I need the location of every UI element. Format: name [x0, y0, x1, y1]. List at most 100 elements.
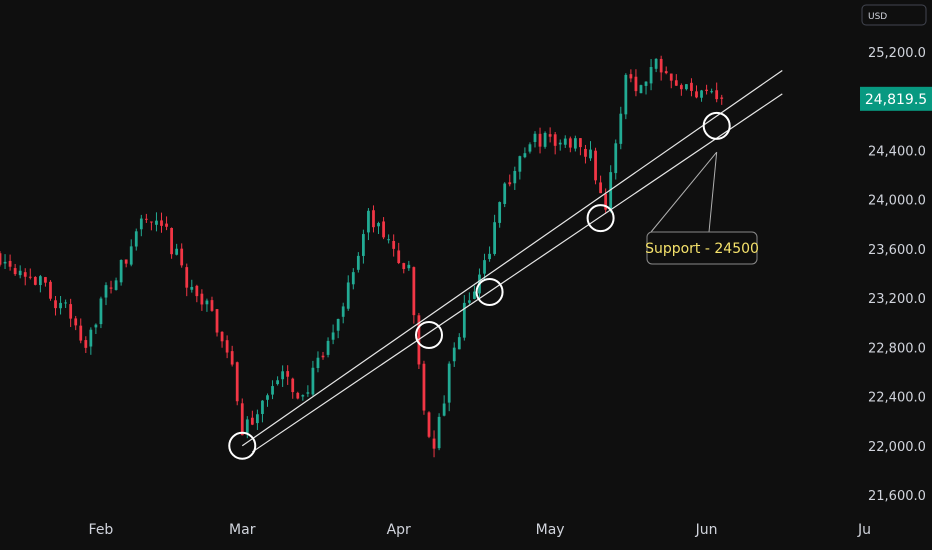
candle	[54, 296, 57, 316]
candle	[160, 212, 163, 233]
x-tick-label: Mar	[229, 522, 256, 538]
candle-body	[372, 210, 375, 228]
touch-point-circle	[228, 431, 257, 460]
candle-body	[306, 392, 310, 394]
candle	[84, 336, 88, 354]
candle-body	[498, 202, 502, 223]
trendline-lower	[252, 93, 783, 453]
candle-body	[538, 133, 542, 147]
candle	[690, 78, 693, 97]
candle	[165, 216, 168, 231]
y-tick-label: 22,000.0	[868, 440, 926, 455]
candle	[195, 284, 199, 303]
candle	[513, 166, 517, 190]
currency-box[interactable]	[861, 4, 927, 26]
x-tick-label: Feb	[89, 522, 114, 538]
candle-body	[245, 419, 249, 433]
candle-body	[629, 74, 633, 79]
candle	[649, 59, 653, 91]
candle	[38, 274, 42, 293]
candle	[139, 214, 143, 237]
candle	[190, 279, 194, 293]
candle	[412, 266, 416, 324]
candle-body	[8, 260, 12, 267]
candle-body	[311, 367, 315, 395]
candle-body	[589, 149, 592, 159]
candle	[442, 395, 446, 417]
candle	[437, 413, 441, 451]
touch-point-circle	[475, 277, 504, 306]
candle	[155, 212, 158, 232]
candle-body	[553, 134, 557, 146]
touch-points-layer	[228, 111, 731, 460]
candle-body	[124, 259, 128, 264]
candle	[659, 55, 663, 81]
candle	[548, 127, 552, 143]
candle-body	[99, 298, 103, 325]
candle	[185, 263, 189, 297]
candle	[407, 260, 411, 271]
candle	[654, 58, 658, 73]
candle	[523, 147, 527, 159]
candle	[447, 361, 451, 412]
candle-body	[432, 438, 436, 449]
candle-body	[669, 73, 673, 81]
candle-body	[155, 220, 158, 225]
last-price-text: 24,819.5	[865, 92, 927, 108]
candle	[387, 234, 391, 244]
candle-body	[225, 340, 229, 353]
candle	[286, 365, 290, 385]
candle-body	[190, 286, 194, 290]
support-annotation[interactable]: Support - 24500	[645, 151, 759, 265]
candle	[205, 298, 209, 312]
candle-body	[579, 138, 582, 148]
candle-body	[150, 221, 153, 223]
candle	[59, 295, 62, 315]
annotation-box	[646, 231, 758, 265]
candle-body	[659, 58, 663, 73]
candle	[220, 331, 224, 348]
candle	[452, 342, 456, 367]
candle-body	[614, 143, 618, 174]
candle	[18, 265, 22, 279]
price-axis[interactable]: USD 25,200.024,800.024,400.024,000.023,6…	[861, 4, 927, 504]
candle	[488, 246, 491, 262]
candle-body	[513, 170, 517, 184]
time-axis[interactable]: Feb Mar Apr May Jun Ju	[89, 522, 871, 538]
candle	[281, 365, 285, 387]
candle	[291, 377, 295, 399]
candle-body	[13, 268, 17, 275]
candle-body	[543, 132, 547, 147]
currency-label: USD	[868, 12, 887, 22]
candle-body	[220, 331, 224, 342]
candle-body	[346, 282, 350, 309]
x-tick-label: Ju	[857, 522, 871, 538]
candle-body	[679, 85, 683, 90]
candle-body	[644, 81, 648, 86]
candle-body	[407, 264, 411, 269]
candle	[170, 227, 173, 259]
candle	[639, 84, 643, 94]
x-tick-label: Jun	[695, 522, 718, 538]
trendlines-layer	[241, 69, 783, 453]
candle-body	[281, 371, 285, 380]
candle	[498, 201, 502, 228]
candle-body	[276, 380, 279, 385]
candle-body	[59, 302, 62, 309]
candle	[685, 84, 688, 91]
candle-body	[387, 239, 391, 241]
candle-body	[563, 138, 567, 145]
candle-body	[215, 309, 219, 333]
candle-body	[377, 223, 380, 227]
candle-body	[316, 357, 320, 369]
candle-body	[452, 347, 456, 362]
candle	[508, 174, 512, 187]
candle	[573, 135, 577, 152]
candle	[362, 229, 365, 264]
y-tick-label: 24,400.0	[868, 144, 926, 159]
candle	[629, 69, 633, 83]
last-price-label: 24,819.5	[860, 86, 932, 111]
candle	[558, 139, 562, 151]
